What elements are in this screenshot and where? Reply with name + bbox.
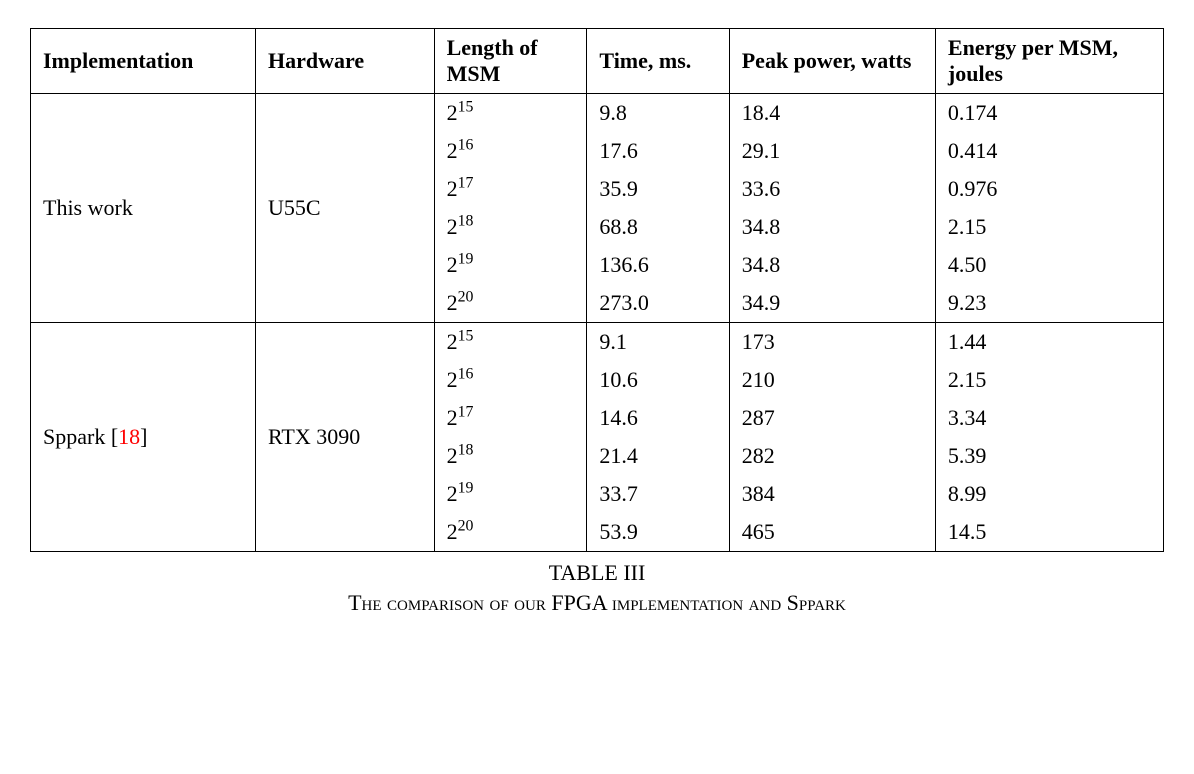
cell-energy: 2.15 xyxy=(935,361,1163,399)
cell-time: 53.9 xyxy=(587,513,729,552)
cell-energy: 0.976 xyxy=(935,170,1163,208)
cell-length: 217 xyxy=(434,170,587,208)
header-power: Peak power, watts xyxy=(729,29,935,94)
cell-power: 34.8 xyxy=(729,208,935,246)
cell-energy: 0.414 xyxy=(935,132,1163,170)
cell-time: 17.6 xyxy=(587,132,729,170)
cell-length: 216 xyxy=(434,361,587,399)
header-implementation: Implementation xyxy=(31,29,256,94)
header-length: Length of MSM xyxy=(434,29,587,94)
cell-length: 217 xyxy=(434,399,587,437)
cell-energy: 1.44 xyxy=(935,323,1163,362)
cell-energy: 4.50 xyxy=(935,246,1163,284)
cell-power: 29.1 xyxy=(729,132,935,170)
cell-time: 35.9 xyxy=(587,170,729,208)
cell-power: 287 xyxy=(729,399,935,437)
cell-hardware: U55C xyxy=(256,94,435,323)
cell-implementation: Sppark [18] xyxy=(31,323,256,552)
cell-power: 210 xyxy=(729,361,935,399)
cell-power: 465 xyxy=(729,513,935,552)
cell-energy: 3.34 xyxy=(935,399,1163,437)
cell-time: 9.8 xyxy=(587,94,729,133)
cell-time: 10.6 xyxy=(587,361,729,399)
cell-time: 136.6 xyxy=(587,246,729,284)
cell-time: 21.4 xyxy=(587,437,729,475)
cell-power: 18.4 xyxy=(729,94,935,133)
cell-length: 218 xyxy=(434,437,587,475)
table-body: This workU55C2159.818.40.17421617.629.10… xyxy=(31,94,1164,552)
cell-time: 14.6 xyxy=(587,399,729,437)
cell-length: 220 xyxy=(434,513,587,552)
caption-label: TABLE III xyxy=(549,560,646,585)
header-time: Time, ms. xyxy=(587,29,729,94)
cell-length: 218 xyxy=(434,208,587,246)
cell-time: 273.0 xyxy=(587,284,729,323)
header-hardware: Hardware xyxy=(256,29,435,94)
cell-time: 68.8 xyxy=(587,208,729,246)
cell-time: 9.1 xyxy=(587,323,729,362)
header-row: Implementation Hardware Length of MSM Ti… xyxy=(31,29,1164,94)
cell-power: 34.9 xyxy=(729,284,935,323)
cell-power: 33.6 xyxy=(729,170,935,208)
cell-hardware: RTX 3090 xyxy=(256,323,435,552)
cell-power: 384 xyxy=(729,475,935,513)
cell-length: 220 xyxy=(434,284,587,323)
comparison-table: Implementation Hardware Length of MSM Ti… xyxy=(30,28,1164,552)
cell-energy: 0.174 xyxy=(935,94,1163,133)
cell-time: 33.7 xyxy=(587,475,729,513)
cell-energy: 8.99 xyxy=(935,475,1163,513)
cell-energy: 14.5 xyxy=(935,513,1163,552)
cell-power: 34.8 xyxy=(729,246,935,284)
cell-length: 219 xyxy=(434,246,587,284)
cell-length: 215 xyxy=(434,94,587,133)
table-container: Implementation Hardware Length of MSM Ti… xyxy=(30,28,1164,617)
table-row: This workU55C2159.818.40.174 xyxy=(31,94,1164,133)
table-header: Implementation Hardware Length of MSM Ti… xyxy=(31,29,1164,94)
cell-implementation: This work xyxy=(31,94,256,323)
cell-power: 282 xyxy=(729,437,935,475)
cell-energy: 2.15 xyxy=(935,208,1163,246)
header-energy: Energy per MSM, joules xyxy=(935,29,1163,94)
table-caption: TABLE III The comparison of our FPGA imp… xyxy=(30,558,1164,617)
cell-length: 219 xyxy=(434,475,587,513)
cell-energy: 9.23 xyxy=(935,284,1163,323)
caption-text: The comparison of our FPGA implementatio… xyxy=(348,590,846,615)
citation-ref: 18 xyxy=(118,424,140,449)
cell-length: 216 xyxy=(434,132,587,170)
cell-length: 215 xyxy=(434,323,587,362)
cell-power: 173 xyxy=(729,323,935,362)
cell-energy: 5.39 xyxy=(935,437,1163,475)
table-row: Sppark [18]RTX 30902159.11731.44 xyxy=(31,323,1164,362)
